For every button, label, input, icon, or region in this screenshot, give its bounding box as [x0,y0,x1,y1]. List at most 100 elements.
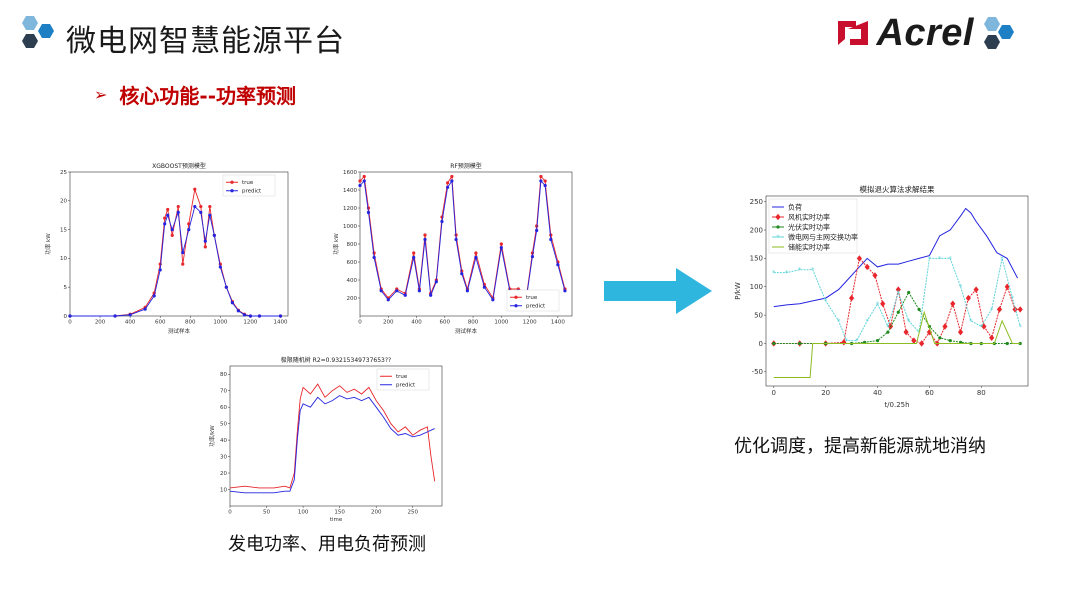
data-point [772,341,776,346]
data-point: * [980,323,984,331]
rf-chart: RF预测模型 0 200 400 600 800 1000 1200 1400 200 400 600… [332,162,573,335]
data-point [856,255,862,262]
right-caption: 优化调度，提高新能源就地消纳 [734,436,986,457]
y-tick-label: 70 [220,389,227,395]
legend-box [768,198,858,254]
x-tick-label: 100 [298,510,309,516]
data-point [170,228,174,232]
data-point [474,251,478,255]
data-point [358,183,362,188]
x-axis-label: 测试样本 [455,327,478,335]
y-tick-label: 1600 [343,170,357,176]
data-point [919,340,925,347]
elm-chart: 极限随机树 R2=0.93215349737653?? 0 50 100 150 200 2… [208,356,443,523]
data-point [1005,341,1009,346]
data-point: * [811,266,815,274]
legend-entry: true [396,374,408,380]
x-tick-label: 0 [68,320,72,326]
data-point [460,272,464,276]
data-point: * [948,255,952,263]
series-line-风机实时功率 [773,257,1021,345]
y-tick-label: 1200 [343,206,357,212]
simulated-annealing-chart: 模拟退火算法求解结果 0 20 40 60 80 -50 0 50 100 150 200 250 t/0… [734,184,1029,409]
y-axis-label: 功率 kW [332,233,340,255]
data-point [872,272,878,279]
data-point [372,255,376,260]
data-point [166,213,170,217]
data-point [203,245,207,249]
data-point [362,179,366,183]
data-point: * [928,255,932,263]
data-point [1018,341,1022,346]
data-point [199,210,203,214]
data-point [434,280,438,284]
data-point [446,181,450,185]
y-axis-label: 功率/kW [208,425,216,447]
y-tick-label: 60 [220,405,227,411]
legend-entry: 风机实时功率 [788,212,830,221]
y-tick-label: 400 [347,278,358,284]
series-line-微电网与主网交换功率 [773,257,1021,342]
data-point: * [907,317,911,325]
data-point [849,294,855,302]
data-point [450,174,454,179]
x-tick-label: 200 [383,320,394,326]
data-point [193,187,197,191]
chart-title: 极限随机树 R2=0.93215349737653?? [281,356,391,364]
data-point [973,286,979,293]
logo-text: Acrel [876,11,974,54]
data-point [950,300,956,307]
data-point: * [865,317,869,325]
y-tick-label: 25 [60,170,67,176]
data-point [158,268,162,272]
data-point [212,233,216,237]
data-point [248,314,253,318]
data-point [957,328,964,336]
legend-entry: true [526,295,538,301]
data-point [230,301,234,305]
data-point [163,222,167,226]
data-point: * [886,323,890,331]
x-tick-label: 800 [185,320,196,326]
data-point [218,265,222,269]
data-point: * [1018,323,1022,331]
y-tick-label: 20 [60,199,67,205]
data-point [386,298,390,302]
data-point [257,314,262,318]
x-tick-label: 40 [873,389,882,397]
x-tick-label: 200 [95,320,106,326]
legend-marker [230,189,234,193]
data-point: * [837,317,841,325]
data-point [379,289,383,293]
x-tick-label: 600 [155,320,166,326]
data-point: * [845,337,849,345]
data-point [176,210,180,214]
data-point [412,255,416,260]
data-point: * [855,337,859,345]
data-point [242,313,246,317]
data-point: * [990,306,994,314]
y-tick-label: 30 [220,454,227,460]
data-point [474,255,478,260]
data-point [482,285,486,289]
x-tick-label: 20 [821,389,830,397]
x-axis-label: time [330,517,343,523]
data-point [176,204,180,209]
y-tick-label: 15 [60,227,67,233]
data-point [143,307,147,311]
data-point [187,228,191,232]
data-point [903,328,909,336]
data-point [996,306,1003,313]
y-tick-label: 1400 [343,188,357,194]
legend-entry: 光伏实时功率 [788,222,830,231]
legend-marker [514,304,518,308]
y-tick-label: 150 [750,255,763,263]
y-tick-label: 40 [220,438,227,444]
data-point [152,294,156,298]
data-point [543,179,547,183]
x-tick-label: 1200 [243,320,257,326]
data-point: * [938,255,942,263]
data-point [278,314,283,318]
y-tick-label: 0 [759,340,763,348]
data-point [203,239,207,243]
